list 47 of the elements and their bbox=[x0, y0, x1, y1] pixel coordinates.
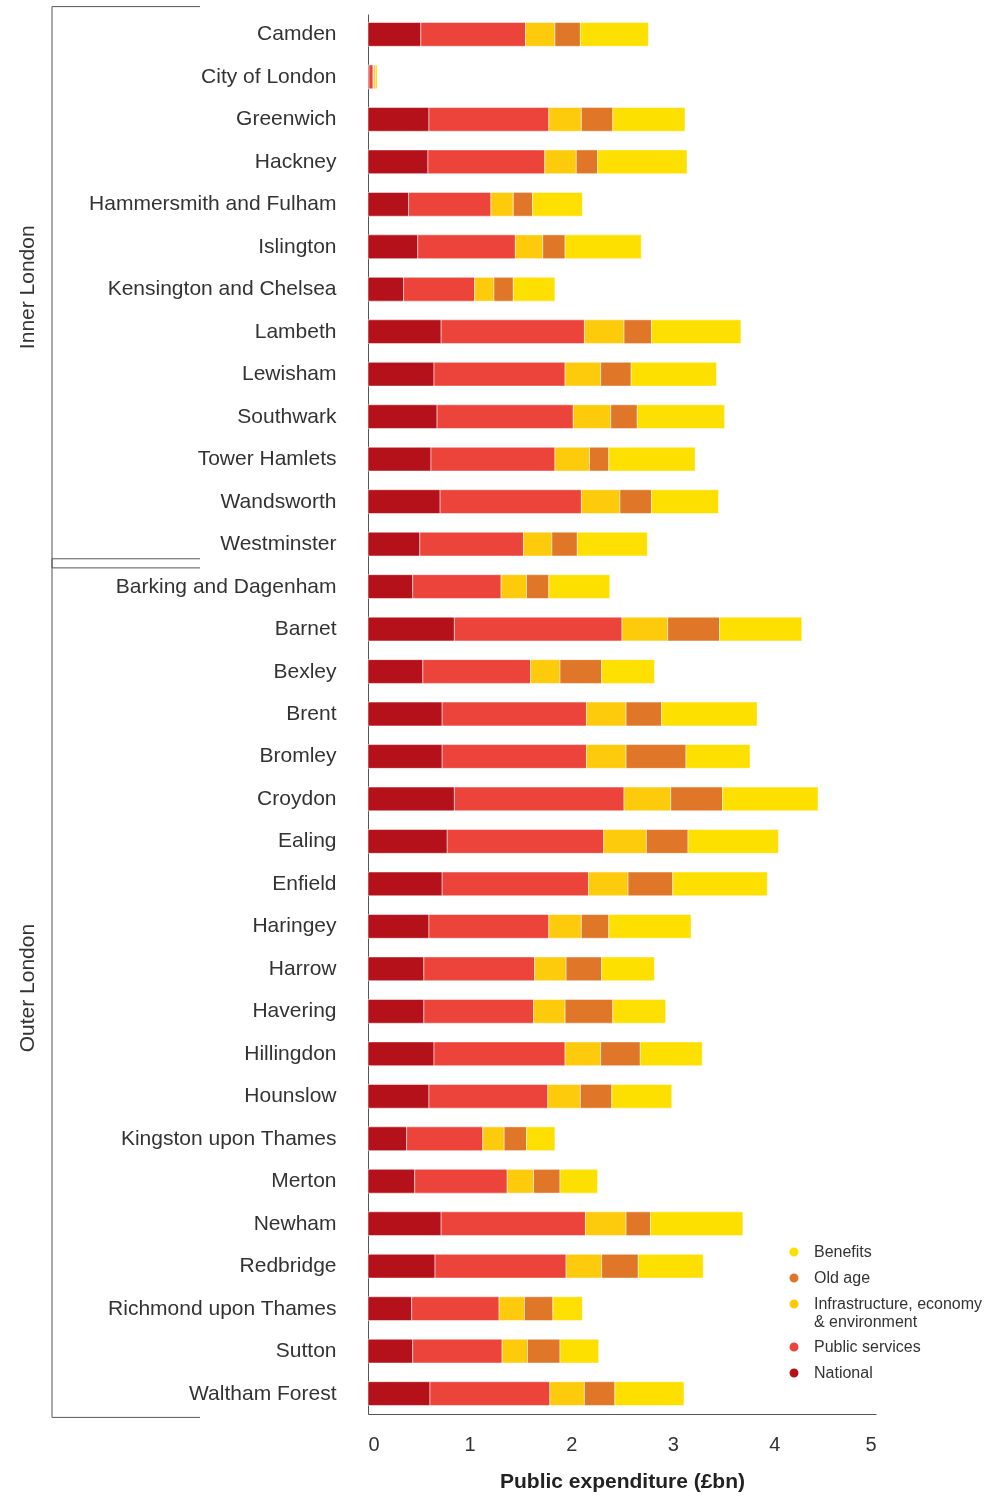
y-tick-label: Hounslow bbox=[244, 1083, 338, 1107]
y-tick-label: Barking and Dagenham bbox=[115, 573, 337, 597]
y-tick-label: Newham bbox=[253, 1210, 337, 1234]
legend-label: Public services bbox=[814, 1338, 921, 1355]
y-tick-label: Brent bbox=[286, 701, 337, 724]
y-tick-label: Sutton bbox=[275, 1338, 337, 1362]
y-tick-label: Barnet bbox=[274, 616, 337, 640]
y-tick-label: Merton bbox=[271, 1168, 337, 1192]
y-tick-label: Camden bbox=[257, 21, 337, 45]
legend-label: Benefits bbox=[814, 1243, 872, 1260]
y-tick-label: Wandsworth bbox=[220, 488, 337, 512]
text: Inner London bbox=[15, 225, 38, 350]
legend-label: National bbox=[814, 1364, 873, 1381]
y-tick-label: Waltham Forest bbox=[189, 1380, 337, 1404]
x-tick-label: 2 bbox=[566, 1432, 578, 1455]
y-tick-label: Westminster bbox=[220, 531, 337, 555]
y-tick-label: Southwark bbox=[237, 403, 337, 427]
y-tick-label: Enfield bbox=[272, 870, 337, 894]
y-tick-label: Richmond upon Thames bbox=[108, 1295, 337, 1319]
x-tick-label: 3 bbox=[667, 1432, 679, 1455]
y-tick-label: City of London bbox=[201, 63, 337, 87]
y-tick-label: Havering bbox=[252, 998, 337, 1022]
y-tick-label: Tower Hamlets bbox=[197, 446, 337, 470]
y-tick-label: Harrow bbox=[268, 955, 338, 979]
y-tick-label: Ealing bbox=[278, 828, 337, 852]
y-tick-label: Lewisham bbox=[241, 361, 337, 385]
x-tick-label: 1 bbox=[464, 1432, 476, 1455]
x-tick-label: 5 bbox=[865, 1432, 877, 1455]
text: Outer London bbox=[15, 923, 38, 1053]
x-axis-title: Public expenditure (£bn) bbox=[499, 1468, 746, 1492]
y-tick-label: Hammersmith and Fulham bbox=[89, 191, 337, 215]
y-tick-label: Hillingdon bbox=[244, 1040, 337, 1064]
x-tick-label: 4 bbox=[769, 1432, 781, 1455]
legend-label: Infrastructure, economy & environment bbox=[814, 1295, 983, 1330]
y-tick-label: Kensington and Chelsea bbox=[107, 276, 337, 300]
y-tick-label: Islington bbox=[258, 233, 337, 257]
y-tick-label: Hackney bbox=[254, 148, 337, 172]
y-tick-label: Greenwich bbox=[236, 106, 337, 130]
y-tick-label: Kingston upon Thames bbox=[120, 1125, 337, 1149]
x-tick-label: 0 bbox=[368, 1432, 380, 1455]
y-tick-label: Croydon bbox=[257, 785, 337, 809]
legend-label: Old age bbox=[814, 1269, 871, 1286]
y-tick-label: Haringey bbox=[252, 913, 337, 937]
y-tick-label: Bromley bbox=[259, 743, 337, 767]
y-tick-label: Lambeth bbox=[254, 318, 337, 342]
y-tick-label: Bexley bbox=[273, 658, 337, 682]
y-tick-label: Redbridge bbox=[239, 1253, 337, 1277]
